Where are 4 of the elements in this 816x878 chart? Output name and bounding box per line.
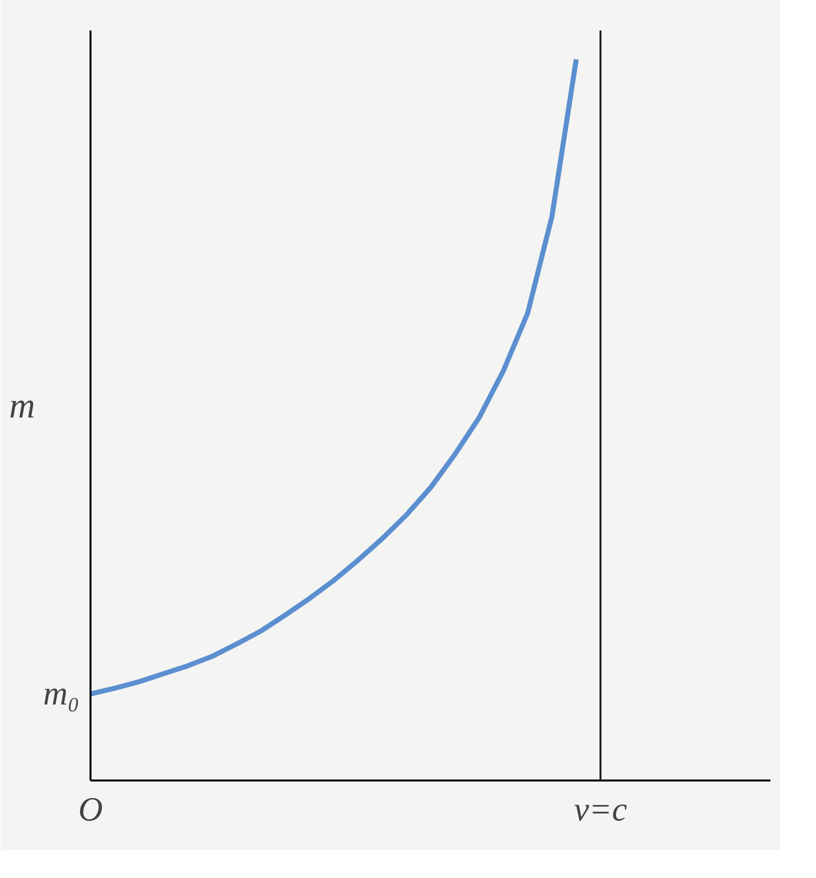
- text: m₀: [43, 675, 80, 712]
- x-tick-label: O: [78, 792, 103, 828]
- y-axis-title: m: [9, 386, 36, 426]
- x-tick-label: v=c: [574, 792, 628, 828]
